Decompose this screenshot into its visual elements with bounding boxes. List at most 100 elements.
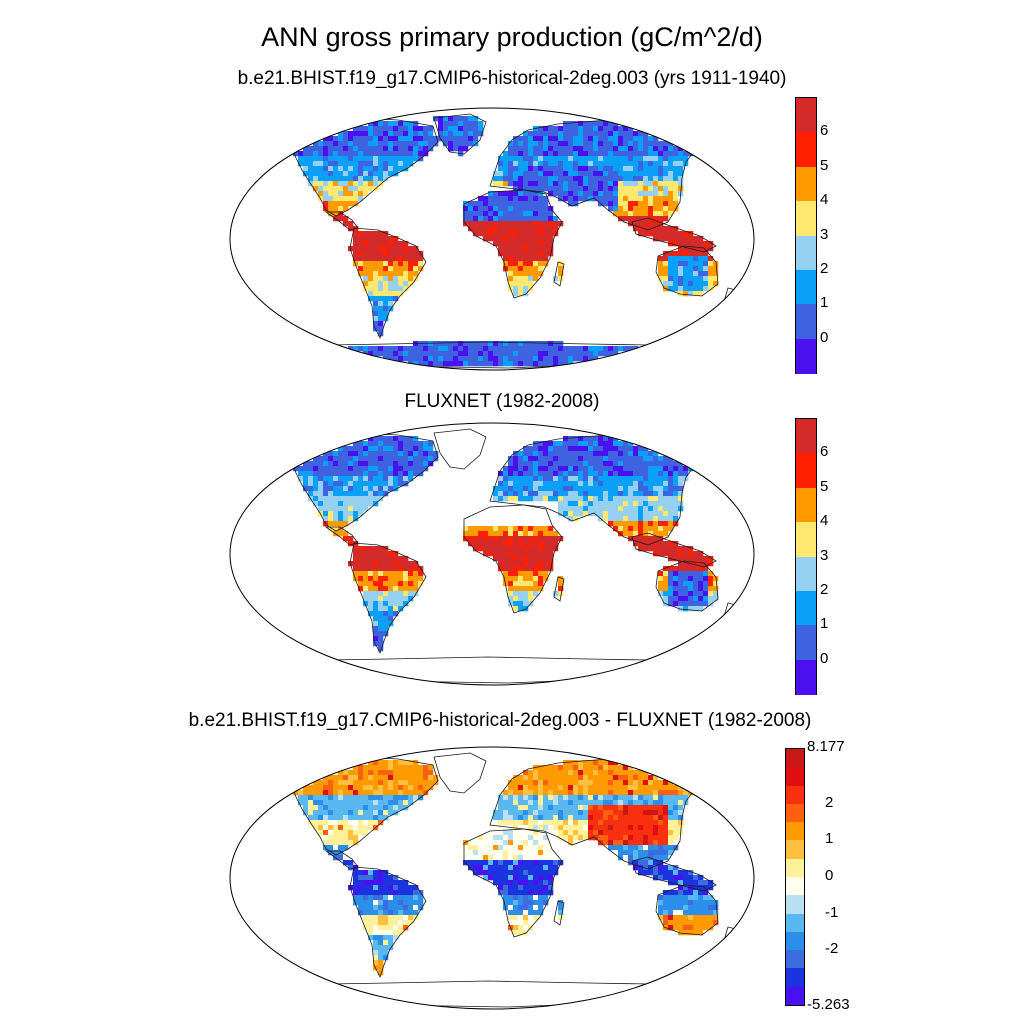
map-grid-cell: [343, 511, 349, 517]
map-grid-cell: [568, 800, 574, 806]
map-grid-cell: [653, 466, 659, 472]
map-grid-cell: [383, 900, 389, 906]
map-grid-cell: [553, 446, 559, 452]
map-grid-cell: [408, 890, 414, 896]
map-grid-cell: [303, 805, 309, 811]
map-grid-cell: [603, 501, 609, 507]
map-grid-cell: [523, 461, 529, 467]
map-grid-cell: [703, 905, 709, 911]
map-grid-cell: [588, 126, 594, 132]
map-grid-cell: [678, 241, 684, 247]
map-grid-cell: [458, 346, 464, 352]
map-grid-cell: [628, 516, 634, 522]
map-grid-cell: [533, 446, 539, 452]
map-grid-cell: [423, 141, 429, 147]
map-grid-cell: [568, 825, 574, 831]
map-grid-cell: [553, 830, 559, 836]
map-grid-cell: [508, 256, 514, 262]
map-grid-cell: [523, 830, 529, 836]
map-grid-cell: [608, 805, 614, 811]
map-grid-cell: [303, 466, 309, 472]
map-grid-cell: [308, 471, 314, 477]
map-grid-cell: [688, 266, 694, 272]
map-grid-cell: [543, 770, 549, 776]
map-grid-cell: [533, 246, 539, 252]
map-grid-cell: [698, 875, 704, 881]
map-grid-cell: [508, 815, 514, 821]
map-grid-cell: [658, 236, 664, 242]
colorbar-tick-label: 4: [820, 512, 829, 530]
map-grid-cell: [573, 161, 579, 167]
map-grid-cell: [653, 451, 659, 457]
map-grid-cell: [628, 156, 634, 162]
map-grid-cell: [443, 351, 449, 357]
map-grid-cell: [313, 141, 319, 147]
map-grid-cell: [618, 496, 624, 502]
map-grid-cell: [663, 840, 669, 846]
map-grid-cell: [393, 126, 399, 132]
map-grid-cell: [508, 870, 514, 876]
map-grid-cell: [523, 900, 529, 906]
map-grid-cell: [498, 556, 504, 562]
map-grid-cell: [513, 790, 519, 796]
map-grid-cell: [323, 136, 329, 142]
map-grid-cell: [608, 830, 614, 836]
map-grid-cell: [618, 521, 624, 527]
map-grid-cell: [523, 581, 529, 587]
map-grid-cell: [613, 770, 619, 776]
map-grid-cell: [538, 351, 544, 357]
map-grid-cell: [523, 186, 529, 192]
map-grid-cell: [388, 900, 394, 906]
map-grid-cell: [493, 840, 499, 846]
map-grid-cell: [538, 805, 544, 811]
map-grid-cell: [593, 441, 599, 447]
coastline-aus: [655, 560, 719, 612]
map-grid-cell: [403, 256, 409, 262]
map-grid-cell: [683, 581, 689, 587]
map-grid-cell: [623, 471, 629, 477]
map-grid-cell: [558, 156, 564, 162]
map-grid-cell: [653, 461, 659, 467]
map-grid-cell: [698, 261, 704, 267]
map-grid-cell: [613, 151, 619, 157]
map-grid-cell: [568, 835, 574, 841]
map-grid-cell: [383, 121, 389, 127]
map-grid-cell: [338, 815, 344, 821]
map-grid-cell: [633, 491, 639, 497]
map-grid-cell: [678, 810, 684, 816]
map-grid-cell: [533, 915, 539, 921]
map-grid-cell: [338, 830, 344, 836]
map-grid-cell: [563, 181, 569, 187]
map-grid-cell: [308, 466, 314, 472]
colorbar-tick-label: 0: [820, 649, 829, 667]
map-grid-cell: [448, 361, 454, 367]
map-grid-cell: [458, 356, 464, 362]
map-grid-cell: [623, 486, 629, 492]
map-grid-cell: [558, 131, 564, 137]
map-grid-cell: [628, 206, 634, 212]
map-grid-cell: [508, 346, 514, 352]
map-grid-cell: [668, 281, 674, 287]
map-grid-cell: [468, 211, 474, 217]
map-grid-cell: [648, 546, 654, 552]
map-grid-cell: [318, 486, 324, 492]
map-grid-cell: [643, 825, 649, 831]
map-grid-cell: [318, 506, 324, 512]
map-grid-cell: [688, 241, 694, 247]
map-grid-cell: [588, 181, 594, 187]
map-grid-cell: [678, 915, 684, 921]
map-grid-cell: [648, 820, 654, 826]
map-grid-cell: [388, 446, 394, 452]
map-grid-cell: [353, 491, 359, 497]
map-grid-cell: [503, 845, 509, 851]
map-grid-cell: [708, 601, 714, 607]
map-grid-cell: [523, 556, 529, 562]
map-grid-cell: [528, 900, 534, 906]
map-grid-cell: [398, 591, 404, 597]
map-grid-cell: [383, 795, 389, 801]
map-grid-cell: [668, 476, 674, 482]
map-grid-cell: [523, 146, 529, 152]
map-grid-cell: [533, 181, 539, 187]
map-grid-cell: [673, 596, 679, 602]
map-grid-cell: [578, 800, 584, 806]
